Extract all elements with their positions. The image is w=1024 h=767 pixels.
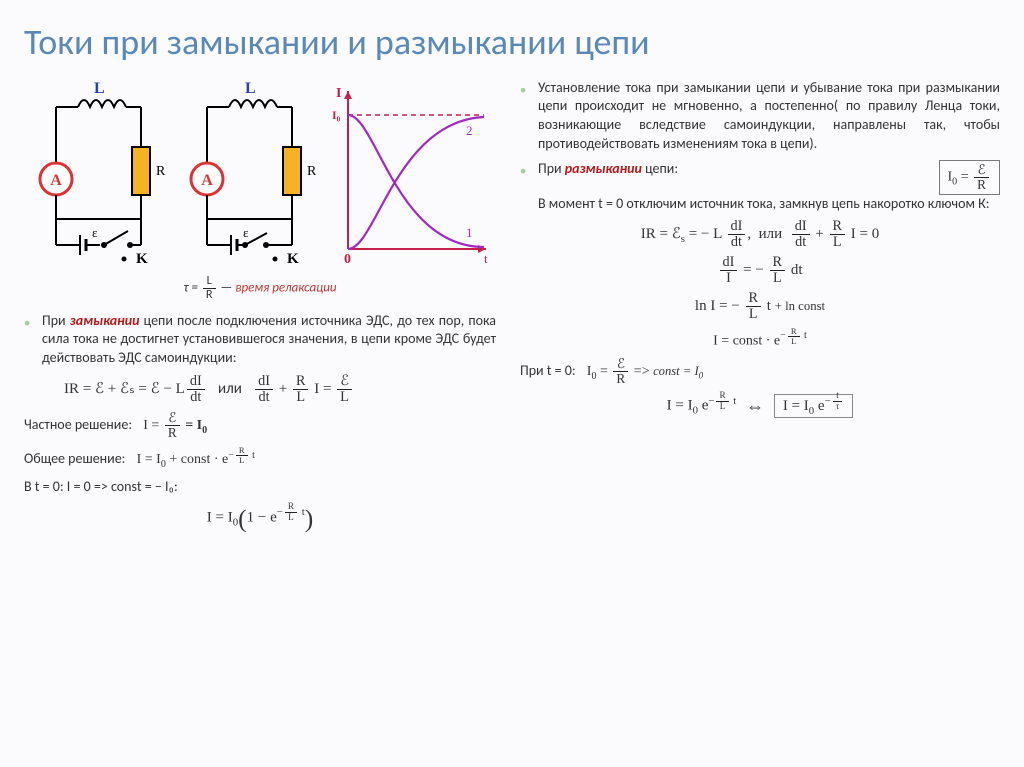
label-particular: Частное решение: I = ℰR = I0 <box>24 411 496 440</box>
tau-lhs: τ = <box>183 280 197 295</box>
eq-kirchhoff-close: IR = ℰ + ℰₛ = ℰ − LdIdt или dIdt + RL I … <box>64 374 496 405</box>
lbl-t0-open-text: При t = 0: <box>520 362 576 379</box>
svg-text:t: t <box>484 251 488 266</box>
tau-dash: — <box>221 280 233 295</box>
or-label: или <box>218 380 242 398</box>
left-para-a: При <box>42 312 70 329</box>
svg-text:ε: ε <box>243 225 249 240</box>
lbl-gen-text: Общее решение: <box>24 450 125 467</box>
svg-text:K: K <box>287 251 299 267</box>
right-para1: Установление тока при замыкании цепи и у… <box>520 79 1000 155</box>
r2b: цепи: <box>642 160 678 177</box>
page-title: Токи при замыкании и размыкании цепи <box>24 18 1000 67</box>
eq-exp-const: I = const · e−RL t <box>520 327 1000 351</box>
eq-sep-vars: dII = − RL dt <box>520 255 1000 286</box>
two-column-layout: L A R <box>24 79 1000 542</box>
svg-text:R: R <box>307 164 317 179</box>
svg-text:0: 0 <box>344 252 351 267</box>
eq-final-close: I = I0(1 − e−RL t) <box>24 502 496 536</box>
eq-ln: ln I = − RL t + ln const <box>520 291 1000 322</box>
svg-text:1: 1 <box>466 225 473 240</box>
label-general: Общее решение: I = I0 + const · e−RL t <box>24 446 496 472</box>
eq-kirchhoff-open: IR = ℰs = − L dIdt, или dIdt + RL I = 0 <box>520 219 1000 250</box>
right-para3: В момент t = 0 отключим источник тока, з… <box>520 195 1000 214</box>
right-column: Установление тока при замыкании цепи и у… <box>520 79 1000 542</box>
tau-relaxation: τ = LR — время релаксации <box>24 275 496 302</box>
svg-text:L: L <box>245 80 256 97</box>
label-t0-open: При t = 0: I0 = ℰR => const = I0 <box>520 357 1000 386</box>
i0-box: I0 = ℰR <box>939 160 1001 195</box>
tau-den: R <box>203 289 216 302</box>
svg-text:2: 2 <box>466 123 473 138</box>
svg-text:ε: ε <box>92 225 98 240</box>
left-paragraph: При замыкании цепи после подключения ист… <box>24 312 496 369</box>
circuit-switch-closed: L A R ε <box>175 79 320 269</box>
svg-text:I: I <box>336 86 341 101</box>
right-para2: При размыкании цепи: I0 = ℰR <box>520 160 1000 179</box>
r2a: При <box>538 160 565 177</box>
relaxation-label: время релаксации <box>235 280 336 295</box>
eq1-text: IR = ℰ + ℰₛ = ℰ − L <box>64 381 185 397</box>
svg-text:A: A <box>50 172 62 189</box>
svg-text:L: L <box>94 80 105 97</box>
label-t0-close: В t = 0: I = 0 => const = − I₀: <box>24 478 496 497</box>
current-vs-time-chart: I I₀ t 0 2 1 <box>326 79 496 269</box>
lbl-part-text: Частное решение: <box>24 416 132 433</box>
svg-text:R: R <box>156 164 166 179</box>
figure-row: L A R <box>24 79 496 269</box>
eq-final-open: I = I0 e−RL t ⇔ I = I0 e−tτ <box>520 391 1000 418</box>
kw-opening: размыкании <box>565 160 642 177</box>
circuit-switch-open: L A R <box>24 79 169 269</box>
svg-text:I₀: I₀ <box>332 108 341 122</box>
svg-text:K: K <box>136 251 148 267</box>
svg-text:A: A <box>201 172 213 189</box>
left-column: L A R <box>24 79 496 542</box>
kw-closing: замыкании <box>70 312 140 329</box>
